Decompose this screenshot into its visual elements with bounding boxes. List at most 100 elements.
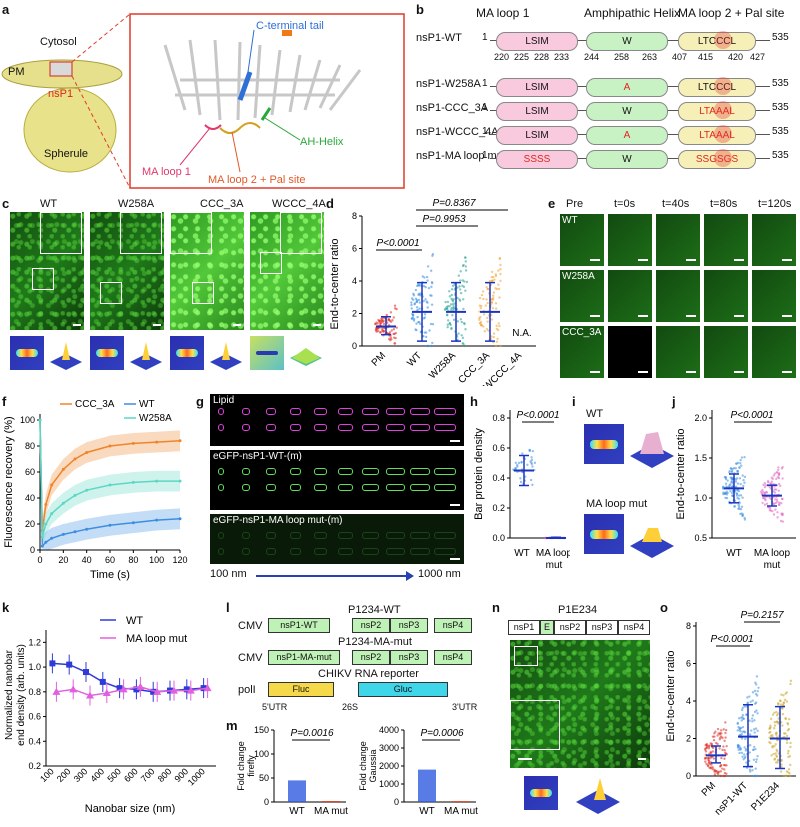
o-1-point [753, 745, 756, 749]
g-nanobar-2 [362, 532, 379, 539]
construct-end-4: 535 [772, 150, 789, 161]
f-xtick-label: 40 [82, 555, 92, 565]
c-heatmap-wt [10, 336, 44, 370]
d-0-point [389, 336, 392, 339]
pos-420: 420 [728, 52, 744, 62]
k-xtick-label: 700 [139, 766, 157, 784]
o-1-point [753, 719, 756, 722]
pm-label: PM [8, 66, 25, 78]
o-1-point [743, 731, 747, 734]
d-3-point [482, 313, 486, 316]
o-1-point [741, 725, 745, 729]
construct-end-3: 535 [772, 126, 789, 137]
d-3-point [490, 318, 494, 321]
o-2-point [787, 768, 791, 771]
j-xlabel-0: WT [726, 548, 742, 559]
d-1-point [430, 280, 434, 284]
pos-258: 258 [614, 52, 630, 62]
d-0-point [393, 304, 397, 307]
d-3-point [499, 263, 502, 267]
c-image-w258a [90, 212, 164, 330]
g-nanobar-0 [362, 424, 379, 431]
d-3-point [496, 337, 499, 341]
ytick-label: 1.0 [694, 493, 707, 503]
o-2-point [773, 711, 776, 714]
o-1-point [748, 751, 751, 754]
o-1-point [740, 708, 744, 712]
j-mut-point [772, 513, 776, 516]
e-scalebar [782, 315, 792, 317]
k-marker-1 [119, 685, 128, 693]
nsp1-label: nsP1 [48, 88, 74, 100]
j-mut-point [781, 512, 784, 515]
f-point-CCC_3A [73, 457, 77, 461]
o-1-point [741, 730, 744, 733]
k-legend-label-1: MA loop mut [126, 633, 187, 645]
d-ylabel: End-to-center ratio [329, 238, 341, 329]
l-mut-title: P1234-MA-mut [338, 636, 412, 648]
d-2-point [457, 332, 460, 335]
o-0-point [705, 762, 708, 766]
ytick-label: 2 [686, 734, 691, 744]
d-3-point [491, 306, 495, 310]
o-ylabel: End-to-center ratio [665, 650, 677, 741]
o-0-point [722, 763, 726, 767]
f-xtick-label: 20 [58, 555, 68, 565]
o-0-point [725, 764, 728, 767]
g-nanobar-1 [218, 484, 224, 491]
o-1-point [754, 727, 758, 730]
o-0-point [705, 743, 708, 747]
o-0-point [723, 774, 727, 778]
m-left-pval: P=0.0016 [290, 728, 334, 739]
f-point-WT [61, 532, 65, 536]
m-right-bar-1 [452, 801, 470, 802]
h-wt-point [529, 478, 533, 482]
f-point-WT [131, 521, 135, 525]
h-wt-point [519, 480, 523, 484]
d-2-point [446, 319, 450, 322]
f-ylabel: Fluorescence recovery (%) [3, 416, 15, 547]
h-ylabel: Bar protein density [473, 428, 485, 520]
o-2-point [773, 724, 777, 727]
g-nanobar-2 [242, 548, 250, 555]
f-point-CCC_3A [61, 467, 65, 471]
d-1-point [422, 335, 425, 338]
construct-helix-0: W [586, 32, 668, 51]
o-1-point [745, 761, 748, 764]
construct-start-1: 1 [482, 78, 488, 89]
f-band-WT [40, 420, 180, 550]
o-2-point [773, 757, 777, 760]
d-0-point [392, 332, 395, 336]
e-cell-2-2 [656, 326, 700, 378]
header-ma-loop1: MA loop 1 [476, 6, 530, 20]
f-point-W258A [155, 479, 159, 483]
o-0-point [709, 751, 713, 755]
g-nanobar-2 [218, 532, 224, 539]
o-0-point [712, 757, 716, 760]
membrane-schematic [1, 13, 405, 189]
o-1-point [755, 675, 759, 678]
l-mut-nsp4: nsP4 [434, 650, 472, 665]
j-wt-point [725, 493, 729, 496]
construct-name-2: nsP1-CCC_3A [416, 102, 489, 114]
o-2-point [769, 717, 773, 721]
ah-helix-label: AH-Helix [300, 136, 344, 148]
d-1-point [416, 315, 419, 319]
o-0-point [718, 747, 721, 750]
panel-label-l: l [226, 600, 230, 615]
g-mut-image: eGFP-nsP1-MA loop mut-(m) [210, 514, 464, 564]
d-2-point [446, 323, 449, 326]
d-2-point [461, 336, 465, 340]
k-ylabel-1: Normalized nanobar [4, 649, 15, 740]
d-2-point [460, 320, 463, 324]
e-scalebar [734, 371, 744, 373]
h-wt-point [519, 477, 522, 480]
d-3-point [490, 335, 493, 338]
o-2-point [789, 763, 792, 767]
d-1-point [413, 303, 416, 306]
o-1-point [751, 769, 754, 772]
ytick-label: 0 [264, 797, 269, 807]
o-0-point [712, 738, 716, 742]
j-mut-point [781, 477, 784, 480]
o-1-point [751, 714, 755, 717]
